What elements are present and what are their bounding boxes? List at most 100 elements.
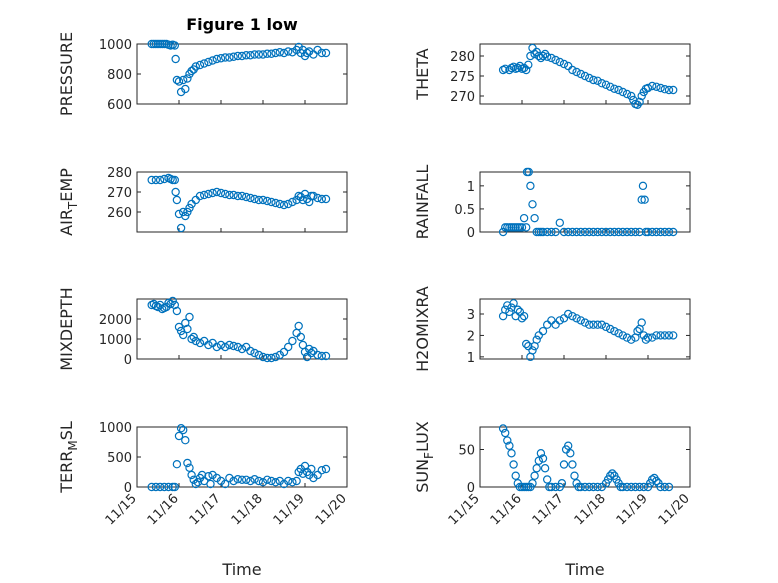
data-point — [229, 52, 238, 61]
data-point — [317, 466, 326, 475]
data-point — [263, 196, 272, 206]
data-point — [572, 67, 581, 77]
y-tick-label: 270 — [450, 90, 475, 105]
subplot-pressure: 600 800 1000 PRESSURE Figure 1 low — [57, 15, 348, 116]
data-point — [551, 482, 560, 492]
data-point — [660, 482, 670, 492]
data-point — [275, 48, 284, 57]
data-point — [517, 223, 527, 232]
subplot-mixdepth: 0 1000 2000 MIXDEPTH — [57, 287, 348, 371]
subplot-sun_flux: 0 50 11/15 11/16 11/17 11/18 11/19 11/20 Time SUN… — [413, 421, 693, 579]
data-point — [547, 482, 556, 492]
data-point — [606, 227, 615, 237]
data-point — [250, 194, 259, 204]
data-point — [637, 318, 646, 327]
data-point — [172, 75, 182, 85]
data-point — [530, 49, 539, 59]
data-point — [568, 460, 577, 469]
y-tick-label: 280 — [450, 50, 475, 65]
data-point — [618, 482, 628, 492]
data-point — [246, 51, 255, 60]
data-point — [216, 54, 226, 63]
data-point — [652, 331, 661, 340]
data-point — [555, 57, 565, 67]
data-point — [279, 48, 289, 58]
data-point — [580, 71, 590, 81]
data-point — [174, 431, 184, 441]
data-point — [191, 336, 200, 346]
data-point — [585, 73, 594, 83]
data-point — [522, 65, 531, 75]
y-tick-label: 2000 — [99, 313, 132, 328]
data-point — [589, 320, 598, 329]
data-point — [172, 195, 182, 205]
data-point — [568, 311, 577, 321]
data-point — [193, 478, 203, 487]
data-point — [576, 482, 586, 492]
data-point — [593, 76, 602, 86]
data-point — [564, 441, 573, 450]
data-point — [576, 316, 586, 325]
data-point — [622, 227, 632, 237]
data-point — [585, 482, 594, 492]
data-point — [614, 227, 623, 237]
data-point — [656, 331, 665, 340]
data-point — [572, 227, 581, 237]
data-point — [618, 227, 628, 237]
data-point — [637, 91, 646, 101]
data-point — [284, 342, 293, 352]
y-tick-label: 2 — [467, 329, 475, 344]
x-tick-label: 11/19 — [614, 491, 651, 528]
data-point — [559, 227, 569, 237]
data-point — [509, 460, 518, 469]
data-point — [168, 296, 177, 306]
data-point — [543, 475, 552, 484]
data-point — [551, 227, 560, 237]
data-point — [536, 449, 546, 458]
data-point — [296, 332, 305, 342]
data-point — [174, 77, 184, 86]
data-point — [233, 342, 242, 352]
data-point — [151, 482, 161, 492]
x-tick-label: 11/16 — [488, 491, 525, 528]
data-point — [530, 471, 539, 480]
data-point — [576, 227, 586, 237]
data-point — [501, 64, 510, 74]
data-point — [637, 195, 646, 204]
data-point — [288, 478, 297, 487]
data-point — [237, 475, 247, 484]
subplot-rainfall: 0 0.5 1 RAINFALL — [413, 165, 691, 241]
data-point — [498, 227, 508, 237]
data-point — [509, 299, 518, 308]
data-point — [302, 48, 312, 58]
data-point — [174, 322, 184, 332]
data-point — [171, 187, 180, 197]
data-point — [279, 347, 289, 357]
x-tick-label: 11/17 — [187, 491, 224, 528]
data-point — [513, 305, 523, 314]
data-point — [250, 348, 259, 358]
data-point — [153, 302, 163, 312]
data-point — [288, 197, 297, 207]
data-point — [170, 482, 179, 492]
data-point — [610, 227, 619, 237]
data-point — [267, 197, 276, 207]
y-axis-label: THETA — [413, 48, 432, 100]
data-point — [246, 476, 255, 486]
data-point — [643, 227, 653, 237]
data-point — [589, 227, 598, 237]
data-point — [601, 227, 611, 237]
data-point — [526, 51, 535, 61]
x-tick-label: 11/19 — [271, 491, 308, 528]
data-point — [534, 456, 544, 465]
data-point — [279, 200, 289, 210]
data-point — [185, 203, 194, 213]
data-point — [229, 190, 238, 200]
data-point — [597, 227, 607, 237]
data-point — [580, 227, 590, 237]
data-point — [250, 475, 259, 484]
data-point — [181, 211, 190, 221]
data-point — [212, 54, 221, 64]
data-point — [593, 227, 602, 237]
y-tick-label: 1 — [467, 180, 475, 195]
